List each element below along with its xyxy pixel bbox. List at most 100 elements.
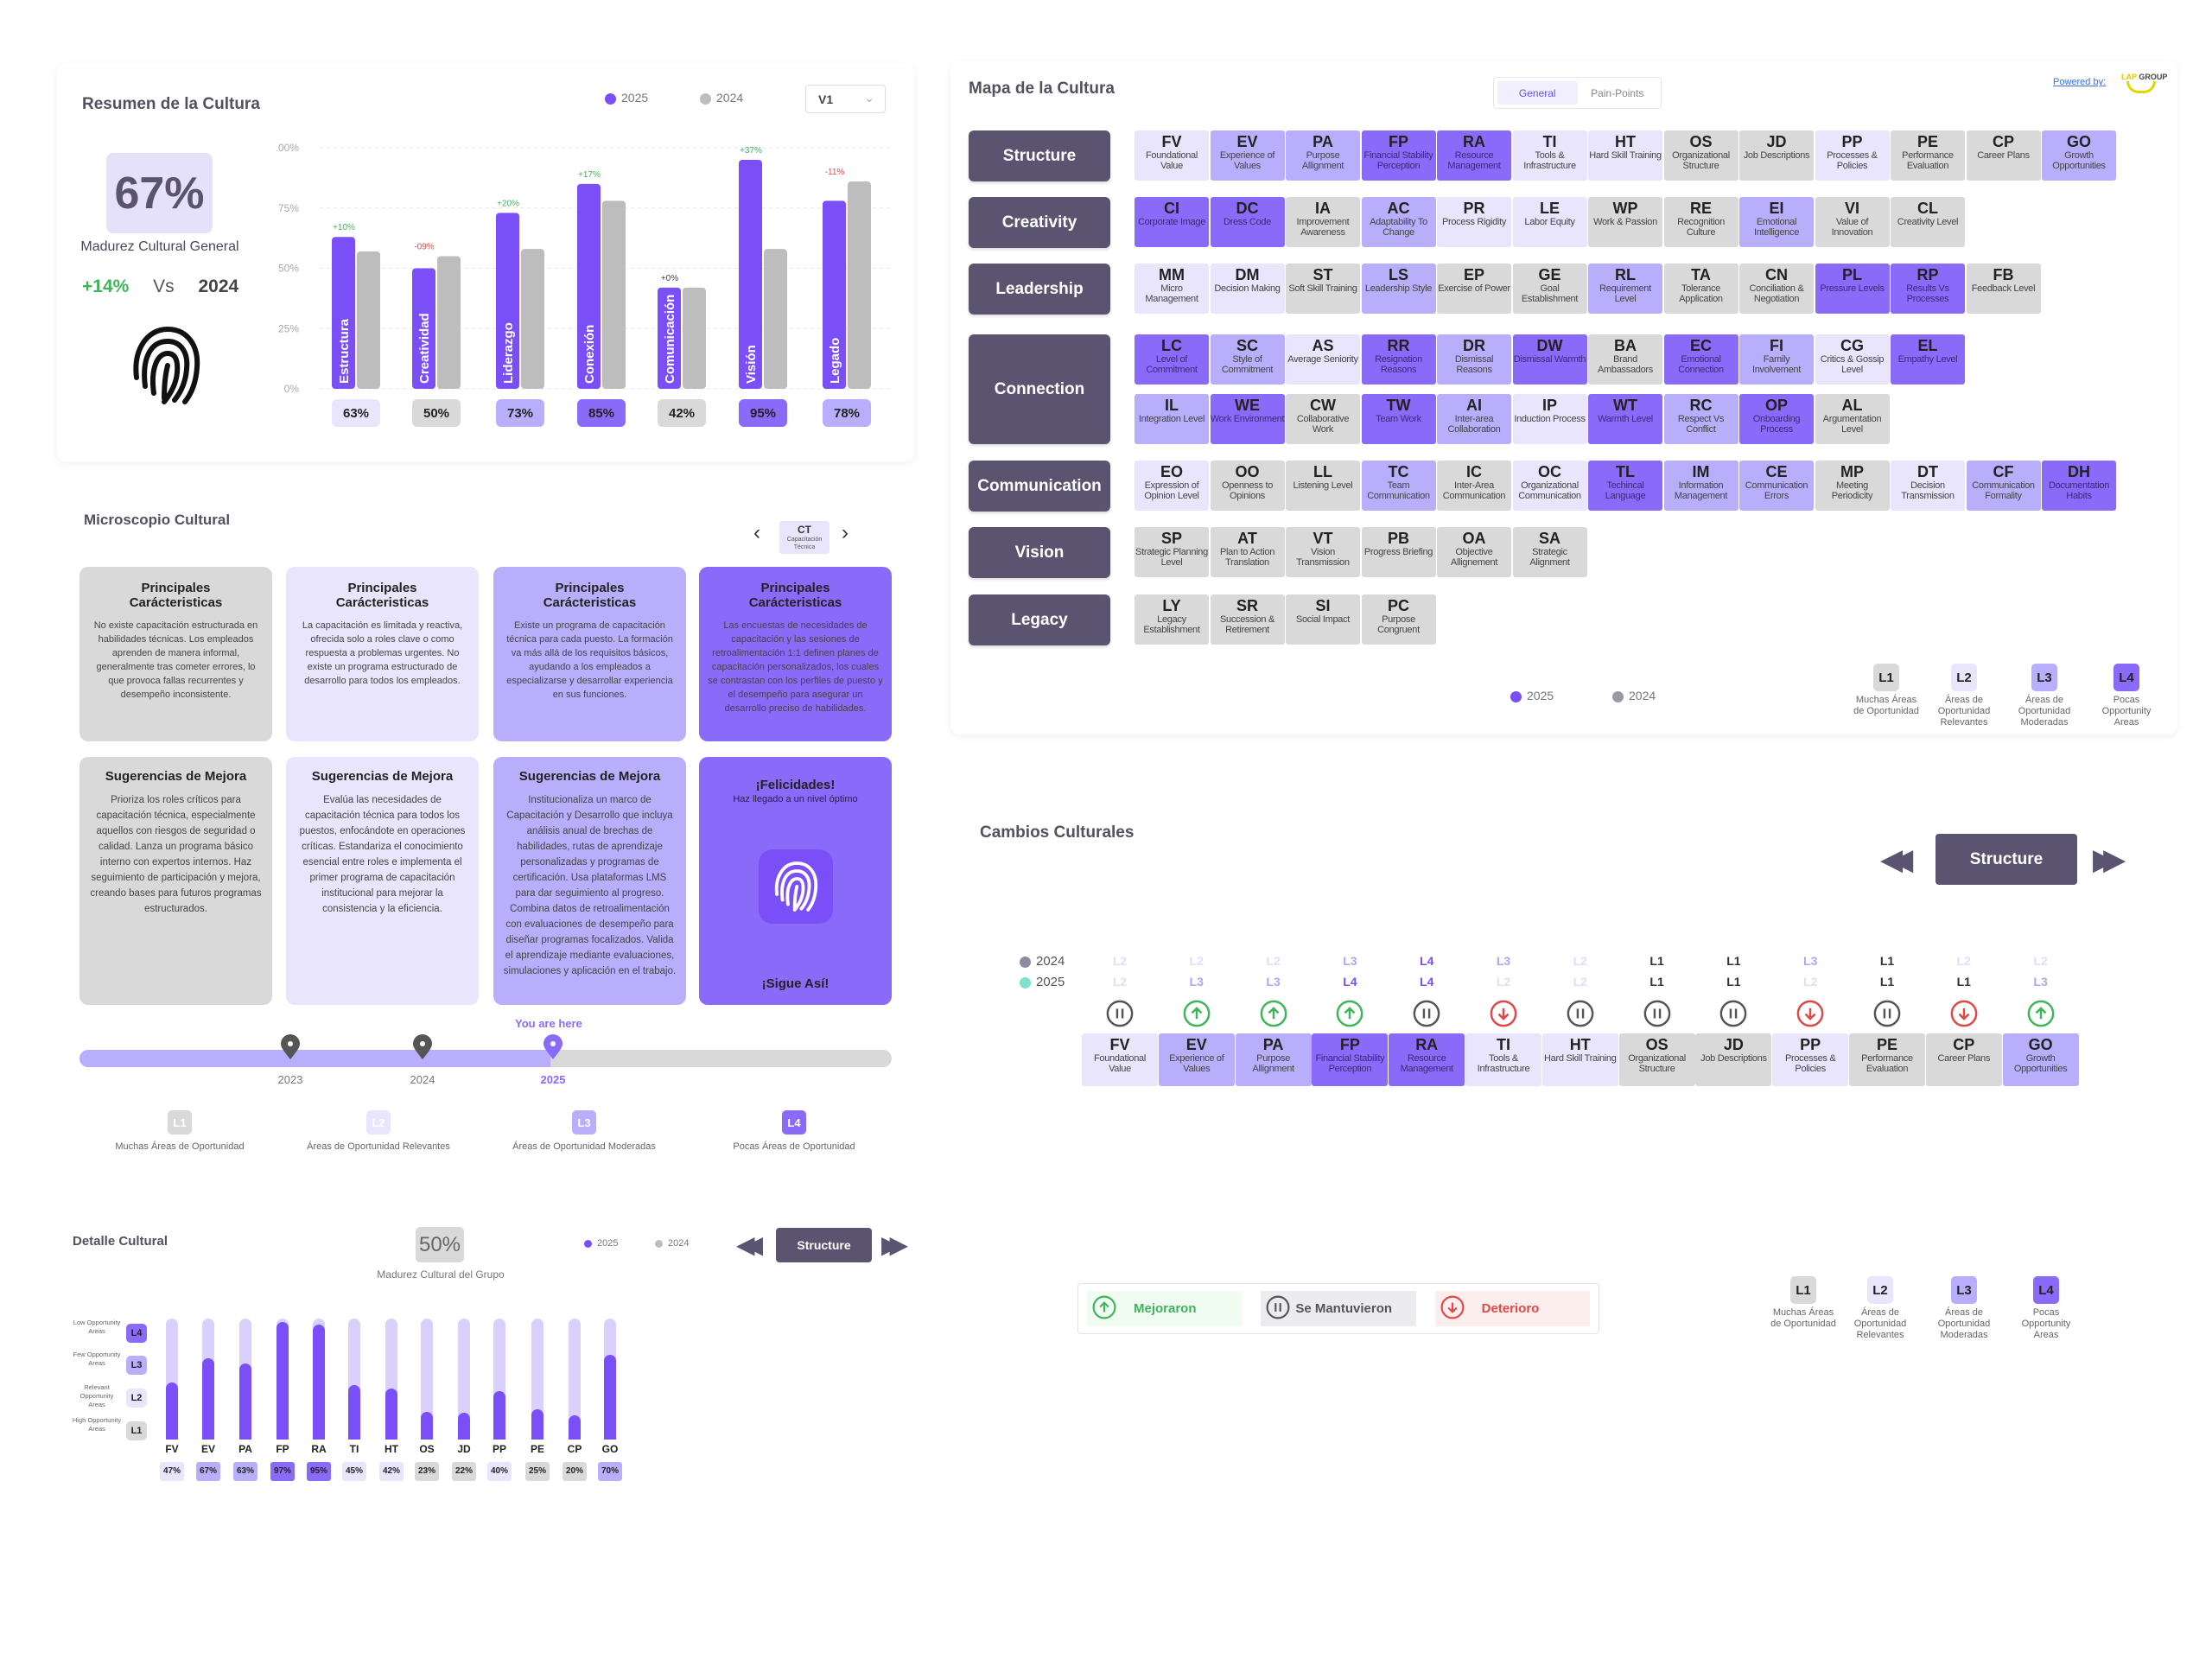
- dimension-tile-CP[interactable]: CP Career Plans: [1966, 130, 2041, 181]
- dimension-tile-TI[interactable]: TI Tools & Infrastructure: [1465, 1033, 1541, 1086]
- dimension-tile-DW[interactable]: DW Dismissal Warmth: [1512, 334, 1587, 385]
- dimension-tile-RA[interactable]: RA Resource Management: [1437, 130, 1511, 181]
- dimension-tile-PP[interactable]: PP Processes & Policies: [1815, 130, 1890, 181]
- dimension-tile-OC[interactable]: OC Organizational Communication: [1512, 461, 1587, 511]
- dimension-tile-RE[interactable]: RE Recognition Culture: [1663, 197, 1738, 247]
- category-leadership[interactable]: Leadership: [969, 264, 1110, 315]
- dimension-tile-FV[interactable]: FV Foundational Value: [1082, 1033, 1158, 1086]
- category-vision[interactable]: Vision: [969, 527, 1110, 578]
- dimension-tile-EL[interactable]: EL Empathy Level: [1891, 334, 1965, 385]
- dimension-tile-PR[interactable]: PR Process Rigidity: [1437, 197, 1511, 247]
- dimension-tile-HT[interactable]: HT Hard Skill Training: [1588, 130, 1662, 181]
- prev-category-button[interactable]: ◀◀: [1880, 843, 1913, 876]
- dimension-tile-RA[interactable]: RA Resource Management: [1389, 1033, 1465, 1086]
- dimension-tile-PP[interactable]: PP Processes & Policies: [1772, 1033, 1849, 1086]
- dimension-tile-DT[interactable]: DT Decision Transmission: [1891, 461, 1965, 511]
- dimension-tile-LE[interactable]: LE Labor Equity: [1512, 197, 1587, 247]
- dimension-tile-PC[interactable]: PC Purpose Congruent: [1361, 594, 1436, 645]
- dimension-tile-CP[interactable]: CP Career Plans: [1925, 1033, 2002, 1086]
- category-legacy[interactable]: Legacy: [969, 594, 1110, 645]
- dimension-tile-SP[interactable]: SP Strategic Planning Level: [1135, 527, 1209, 577]
- dimension-tile-PB[interactable]: PB Progress Briefing: [1361, 527, 1436, 577]
- category-connection[interactable]: Connection: [969, 334, 1110, 444]
- category-structure[interactable]: Structure: [969, 130, 1110, 181]
- dimension-tile-EI[interactable]: EI Emotional Intelligence: [1739, 197, 1814, 247]
- dimension-tile-RR[interactable]: RR Resignation Reasons: [1361, 334, 1436, 385]
- category-nav-button[interactable]: Structure: [1936, 834, 2077, 885]
- dimension-tile-SA[interactable]: SA Strategic Alignment: [1512, 527, 1587, 577]
- dimension-tile-JD[interactable]: JD Job Descriptions: [1695, 1033, 1772, 1086]
- dimension-tile-OP[interactable]: OP Onboarding Process: [1739, 394, 1814, 444]
- dimension-tile-PE[interactable]: PE Performance Evaluation: [1849, 1033, 1925, 1086]
- dimension-tile-SR[interactable]: SR Succession & Retirement: [1210, 594, 1285, 645]
- dimension-tile-RP[interactable]: RP Results Vs Processes: [1891, 264, 1965, 314]
- dimension-tile-CF[interactable]: CF Communication Formality: [1966, 461, 2041, 511]
- dimension-tile-AS[interactable]: AS Average Seniority: [1286, 334, 1360, 385]
- dimension-tile-TI[interactable]: TI Tools & Infrastructure: [1512, 130, 1587, 181]
- dimension-tile-TC[interactable]: TC Team Communication: [1361, 461, 1436, 511]
- dimension-tile-IA[interactable]: IA Improvement Awareness: [1286, 197, 1360, 247]
- dimension-tile-AT[interactable]: AT Plan to Action Translation: [1210, 527, 1285, 577]
- dimension-tile-OO[interactable]: OO Openness to Opinions: [1210, 461, 1285, 511]
- dimension-tile-VT[interactable]: VT Vision Transmission: [1286, 527, 1360, 577]
- category-nav-button[interactable]: Structure: [776, 1228, 872, 1262]
- prev-category-button[interactable]: ◀◀: [736, 1231, 763, 1258]
- dimension-tile-FB[interactable]: FB Feedback Level: [1966, 264, 2041, 314]
- dimension-tile-DM[interactable]: DM Decision Making: [1210, 264, 1285, 314]
- dimension-tile-HT[interactable]: HT Hard Skill Training: [1541, 1033, 1618, 1086]
- dimension-tile-CI[interactable]: CI Corporate Image: [1135, 197, 1209, 247]
- dimension-tile-CN[interactable]: CN Conciliation & Negotiation: [1739, 264, 1814, 314]
- dimension-tile-EP[interactable]: EP Exercise of Power: [1437, 264, 1511, 314]
- dimension-tile-TA[interactable]: TA Tolerance Application: [1663, 264, 1738, 314]
- dimension-tile-SC[interactable]: SC Style of Commitment: [1210, 334, 1285, 385]
- dimension-tile-GO[interactable]: GO Growth Opportunities: [2002, 1033, 2079, 1086]
- dimension-tile-PA[interactable]: PA Purpose Allignment: [1286, 130, 1360, 181]
- dimension-tile-DR[interactable]: DR Dismissal Reasons: [1437, 334, 1511, 385]
- dimension-tile-GE[interactable]: GE Goal Establishment: [1512, 264, 1587, 314]
- prev-dimension-button[interactable]: ‹: [753, 521, 760, 544]
- dimension-tile-OS[interactable]: OS Organizational Structure: [1618, 1033, 1695, 1086]
- dimension-tile-CG[interactable]: CG Critics & Gossip Level: [1815, 334, 1890, 385]
- dimension-tile-LY[interactable]: LY Legacy Establishment: [1135, 594, 1209, 645]
- dimension-tile-PE[interactable]: PE Performance Evaluation: [1891, 130, 1965, 181]
- dimension-tile-IM[interactable]: IM Information Management: [1663, 461, 1738, 511]
- dimension-tile-TL[interactable]: TL Techincal Language: [1588, 461, 1662, 511]
- dimension-tile-GO[interactable]: GO Growth Opportunities: [2042, 130, 2116, 181]
- tab-general[interactable]: General: [1497, 81, 1578, 105]
- dimension-tile-IL[interactable]: IL Integration Level: [1135, 394, 1209, 444]
- dimension-tile-WP[interactable]: WP Work & Passion: [1588, 197, 1662, 247]
- category-communication[interactable]: Communication: [969, 461, 1110, 512]
- dimension-tile-FP[interactable]: FP Financial Stability Perception: [1361, 130, 1436, 181]
- dimension-tile-MM[interactable]: MM Micro Management: [1135, 264, 1209, 314]
- dimension-selector[interactable]: CT Capacitación Técnica: [779, 521, 830, 554]
- next-dimension-button[interactable]: ›: [842, 521, 849, 544]
- dimension-tile-PL[interactable]: PL Pressure Levels: [1815, 264, 1890, 314]
- dimension-tile-BA[interactable]: BA Brand Ambassadors: [1588, 334, 1662, 385]
- dimension-tile-RL[interactable]: RL Requirement Level: [1588, 264, 1662, 314]
- dimension-tile-CW[interactable]: CW Collaborative Work: [1286, 394, 1360, 444]
- dimension-tile-CE[interactable]: CE Communication Errors: [1739, 461, 1814, 511]
- dimension-tile-LC[interactable]: LC Level of Commitment: [1135, 334, 1209, 385]
- dimension-tile-PA[interactable]: PA Purpose Allignment: [1235, 1033, 1312, 1086]
- dimension-tile-IP[interactable]: IP Induction Process: [1512, 394, 1587, 444]
- dimension-tile-AL[interactable]: AL Argumentation Level: [1815, 394, 1890, 444]
- version-select[interactable]: V1 ⌄: [805, 85, 886, 113]
- dimension-tile-LS[interactable]: LS Leadership Style: [1361, 264, 1436, 314]
- dimension-tile-VI[interactable]: VI Value of Innovation: [1815, 197, 1890, 247]
- dimension-tile-ST[interactable]: ST Soft Skill Training: [1286, 264, 1360, 314]
- dimension-tile-DH[interactable]: DH Documentation Habits: [2042, 461, 2116, 511]
- dimension-tile-WE[interactable]: WE Work Environment: [1210, 394, 1285, 444]
- powered-by-link[interactable]: Powered by:: [2053, 77, 2107, 87]
- tab-pain-points[interactable]: Pain-Points: [1591, 86, 1644, 99]
- dimension-tile-TW[interactable]: TW Team Work: [1361, 394, 1436, 444]
- dimension-tile-FI[interactable]: FI Family Involvement: [1739, 334, 1814, 385]
- dimension-tile-WT[interactable]: WT Warmth Level: [1588, 394, 1662, 444]
- dimension-tile-EC[interactable]: EC Emotional Connection: [1663, 334, 1738, 385]
- dimension-tile-FV[interactable]: FV Foundational Value: [1135, 130, 1209, 181]
- dimension-tile-OA[interactable]: OA Objective Allignement: [1437, 527, 1511, 577]
- dimension-tile-JD[interactable]: JD Job Descriptions: [1739, 130, 1814, 181]
- dimension-tile-EO[interactable]: EO Expression of Opinion Level: [1135, 461, 1209, 511]
- category-creativity[interactable]: Creativity: [969, 197, 1110, 248]
- dimension-tile-EV[interactable]: EV Experience of Values: [1158, 1033, 1235, 1086]
- dimension-tile-SI[interactable]: SI Social Impact: [1286, 594, 1360, 645]
